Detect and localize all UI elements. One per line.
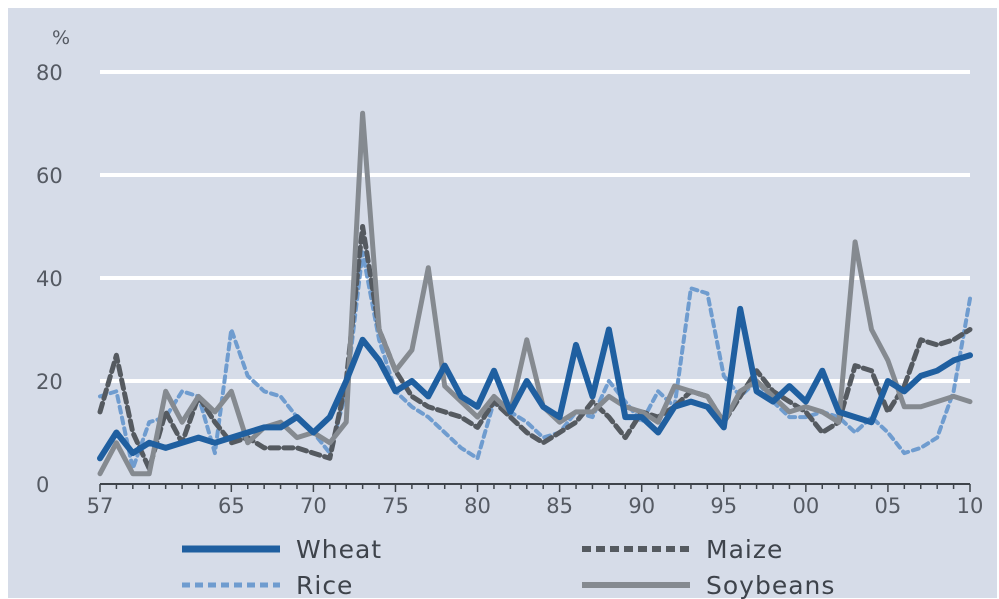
y-tick-label: 80 [36, 61, 63, 85]
legend: Wheat Maize Rice Soybeans [182, 535, 835, 599]
series-lines [97, 110, 973, 477]
x-tick-label: 70 [300, 494, 327, 518]
legend-label-rice: Rice [296, 571, 353, 599]
x-tick-label: 90 [628, 494, 655, 518]
y-tick-label: 20 [36, 370, 63, 394]
plot-panel [8, 8, 997, 598]
x-tick-label: 95 [710, 494, 737, 518]
x-tick-label: 75 [382, 494, 409, 518]
y-tick-labels: 0 20 40 60 80 [36, 61, 63, 497]
series-line-soybeans [97, 110, 973, 477]
x-tick-label: 65 [218, 494, 245, 518]
x-tick-label: 57 [87, 494, 114, 518]
series-line-wheat [97, 305, 973, 462]
y-tick-label: 0 [36, 473, 49, 497]
x-tick-label: 05 [875, 494, 902, 518]
legend-label-soybeans: Soybeans [706, 571, 835, 599]
x-tick-label: 80 [464, 494, 491, 518]
y-tick-label: 60 [36, 164, 63, 188]
x-axis [99, 483, 971, 492]
y-tick-label: 40 [36, 267, 63, 291]
x-tick-labels: 57 65 70 75 80 85 90 95 00 05 10 [87, 494, 984, 518]
y-axis-unit-label: % [52, 27, 70, 49]
x-tick-label: 85 [546, 494, 573, 518]
legend-label-wheat: Wheat [296, 535, 382, 564]
x-tick-label: 10 [957, 494, 984, 518]
legend-label-maize: Maize [706, 535, 783, 564]
x-tick-label: 00 [792, 494, 819, 518]
